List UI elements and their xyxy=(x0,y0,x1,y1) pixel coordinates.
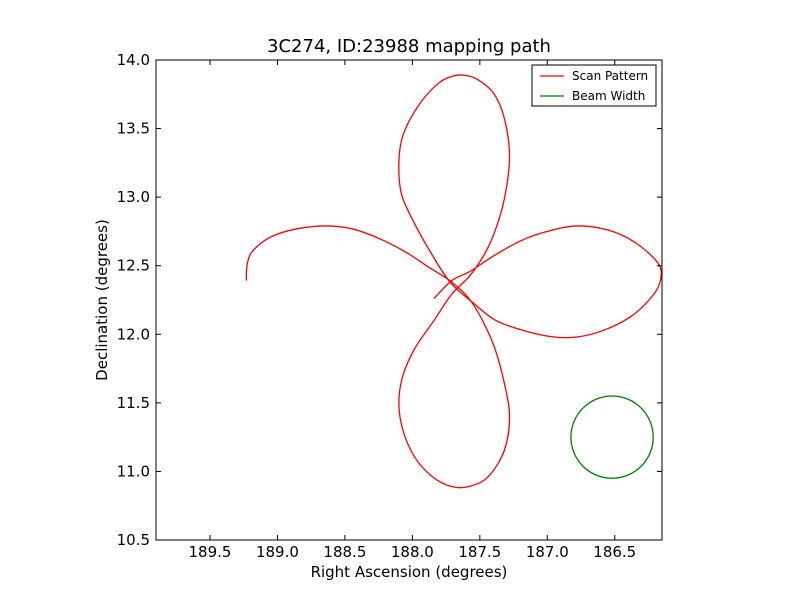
x-tick-label: 186.5 xyxy=(593,543,636,561)
y-tick-label: 13.0 xyxy=(117,188,150,206)
x-tick-label: 188.5 xyxy=(323,543,366,561)
scan-pattern-line xyxy=(245,74,662,489)
y-tick-label: 11.0 xyxy=(117,462,150,480)
legend-label-beam-width: Beam Width xyxy=(572,89,645,103)
chart-title: 3C274, ID:23988 mapping path xyxy=(267,36,551,57)
y-tick-label: 11.5 xyxy=(117,394,150,412)
x-tick-label: 187.0 xyxy=(526,543,569,561)
x-tick-label: 189.0 xyxy=(256,543,299,561)
y-axis-label: Declination (degrees) xyxy=(93,219,111,381)
x-tick-label: 189.5 xyxy=(188,543,231,561)
y-tick-label: 10.5 xyxy=(117,531,150,549)
y-tick-label: 12.0 xyxy=(117,325,150,343)
x-tick-label: 188.0 xyxy=(391,543,434,561)
x-tick-label: 187.5 xyxy=(458,543,501,561)
y-tick-label: 13.5 xyxy=(117,120,150,138)
plot-border xyxy=(155,59,663,541)
series-layer xyxy=(245,74,662,489)
legend: Scan Pattern Beam Width xyxy=(531,64,657,107)
ticks-layer: 189.5 189.0 188.5 188.0 187.5 187.0 186.5 10.5 1… xyxy=(117,51,662,561)
legend-box xyxy=(531,64,657,107)
beam-width-circle xyxy=(570,395,654,479)
plot-area xyxy=(156,60,662,540)
y-tick-label: 14.0 xyxy=(117,51,150,69)
y-tick-label: 12.5 xyxy=(117,257,150,275)
x-axis-label: Right Ascension (degrees) xyxy=(311,563,508,581)
legend-label-scan-pattern: Scan Pattern xyxy=(572,69,648,83)
